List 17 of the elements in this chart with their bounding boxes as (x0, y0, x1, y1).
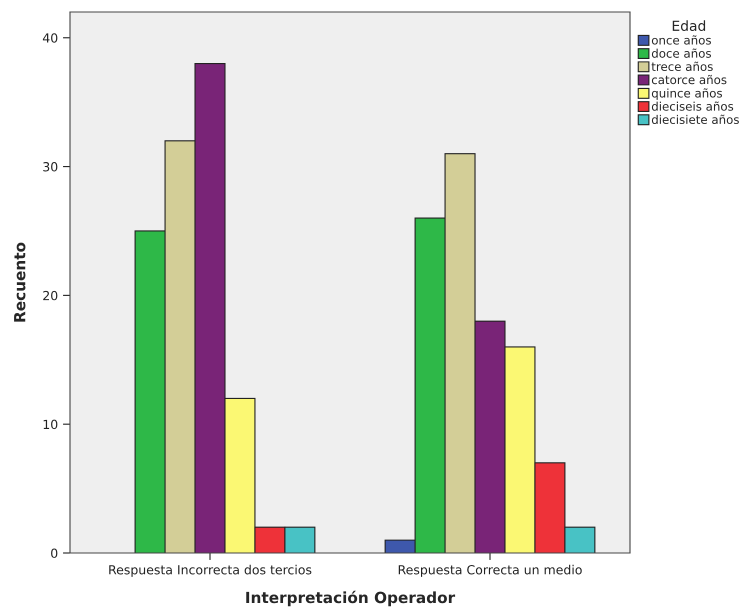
legend-label: doce años (652, 48, 711, 58)
legend-label: once años (652, 35, 711, 45)
legend-label: trece años (652, 62, 713, 72)
y-tick-label: 20 (43, 290, 58, 300)
legend-label: diecisiete años (652, 114, 739, 124)
legend-title: Edad (672, 20, 706, 32)
y-tick-label: 40 (42, 33, 58, 43)
x-tick-label: Respuesta Correcta un medio (398, 564, 582, 577)
legend-label: dieciseis años (652, 101, 734, 111)
x-axis-title: Interpretación Operador (246, 590, 456, 606)
y-axis-title: Recuento (14, 242, 26, 322)
y-tick-label: 10 (44, 420, 58, 430)
y-tick-label: 0 (51, 548, 58, 558)
y-tick-label: 30 (43, 162, 58, 172)
legend-label: catorce años (652, 74, 726, 84)
x-tick-label: Respuesta Incorrecta dos tercios (109, 564, 312, 577)
legend-label: quince años (652, 88, 722, 100)
